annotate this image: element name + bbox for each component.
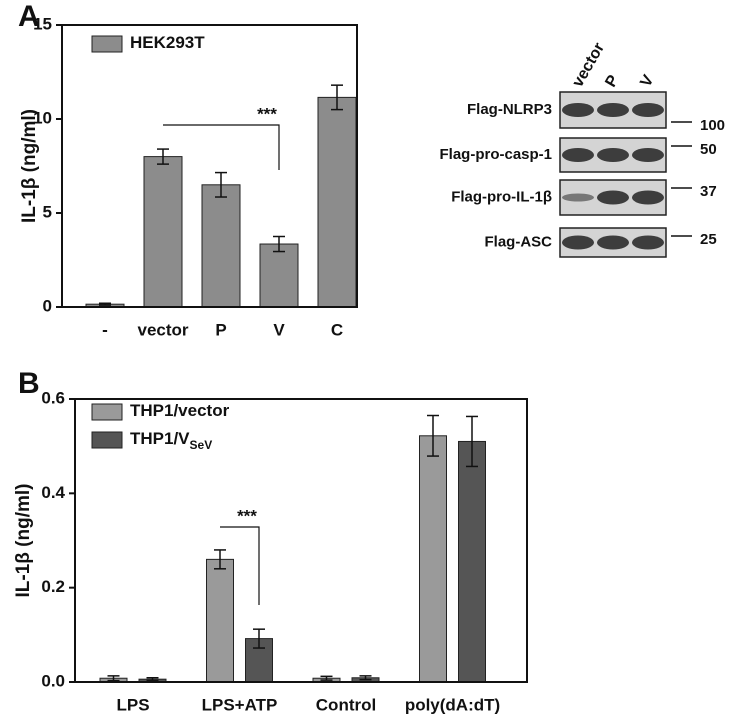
blot-band <box>562 235 594 250</box>
bar <box>419 435 447 683</box>
blot-band <box>597 190 629 205</box>
blot-row-label: Flag-pro-casp-1 <box>439 146 552 163</box>
significance-label: *** <box>237 506 257 525</box>
legend-swatch <box>91 403 123 421</box>
error-bar <box>107 675 120 682</box>
error-bar <box>157 148 169 165</box>
significance-bracket <box>220 526 260 605</box>
mw-label: 25 <box>700 231 717 248</box>
legend-label: HEK293T <box>130 33 205 52</box>
y-tick-label: 0.6 <box>41 388 65 407</box>
y-axis-label: IL-1β (ng/ml) <box>19 109 40 223</box>
blot-band <box>562 193 594 202</box>
blot-row-label: Flag-NLRP3 <box>467 101 552 118</box>
mw-label: 50 <box>700 141 717 158</box>
legend-swatch <box>91 431 123 449</box>
error-bar <box>215 171 227 198</box>
bar <box>458 440 486 683</box>
legend-label: THP1/VSeV <box>130 429 212 452</box>
y-tick-label: 0.2 <box>41 577 65 596</box>
blot-band <box>632 190 664 205</box>
blot-band <box>632 148 664 162</box>
blot-band <box>597 235 629 250</box>
mw-label: 100 <box>700 117 725 134</box>
panel-label: B <box>18 367 40 400</box>
y-axis-label: IL-1β (ng/ml) <box>13 484 34 598</box>
x-tick-label: V <box>273 320 285 339</box>
x-tick-label: Control <box>316 695 376 714</box>
x-tick-label: C <box>331 320 343 339</box>
blot-band <box>632 235 664 250</box>
error-bar <box>320 675 333 681</box>
x-tick-label: - <box>102 320 108 339</box>
y-tick-label: 15 <box>33 14 52 33</box>
error-bar <box>466 415 478 468</box>
x-tick-label: poly(dA:dT) <box>405 695 500 714</box>
legend-label: THP1/vector <box>130 401 230 420</box>
lane-label: P <box>602 72 622 90</box>
lane-label: V <box>637 72 657 90</box>
plot-frame <box>61 24 358 308</box>
blot-row-label: Flag-ASC <box>485 233 553 250</box>
bar <box>143 156 183 308</box>
blot-band <box>562 103 594 117</box>
legend-sub: SeV <box>190 438 213 452</box>
error-bar <box>331 84 343 111</box>
legend-swatch <box>91 35 123 53</box>
error-bar <box>273 235 285 253</box>
error-bar <box>146 677 159 682</box>
y-tick-label: 5 <box>43 202 52 221</box>
x-tick-label: vector <box>137 320 188 339</box>
y-tick-label: 0.0 <box>41 671 65 690</box>
x-tick-label: LPS+ATP <box>202 695 278 714</box>
plot-frame <box>74 398 528 683</box>
legend-name: THP1/vector <box>130 401 230 420</box>
bar <box>317 96 357 308</box>
bar <box>201 184 241 308</box>
error-bar <box>214 549 226 570</box>
mw-label: 37 <box>700 183 717 200</box>
blot-band <box>632 103 664 117</box>
x-tick-label: LPS <box>116 695 149 714</box>
legend-name: THP1/V <box>130 429 190 448</box>
x-tick-label: P <box>215 320 226 339</box>
bar <box>206 558 234 683</box>
error-bar <box>359 675 372 681</box>
error-bar <box>427 414 439 457</box>
blot-band <box>562 148 594 162</box>
error-bar <box>99 302 111 306</box>
blot-band <box>597 103 629 117</box>
significance-label: *** <box>257 104 277 123</box>
significance-bracket <box>163 124 280 170</box>
panel-label: A <box>18 0 40 33</box>
y-tick-label: 10 <box>33 108 52 127</box>
y-tick-label: 0 <box>43 296 52 315</box>
error-bar <box>253 628 265 649</box>
blot-band <box>597 148 629 162</box>
bar <box>259 243 299 308</box>
legend-name: HEK293T <box>130 33 205 52</box>
y-tick-label: 0.4 <box>41 483 65 502</box>
blot-row-label: Flag-pro-IL-1β <box>451 188 552 205</box>
